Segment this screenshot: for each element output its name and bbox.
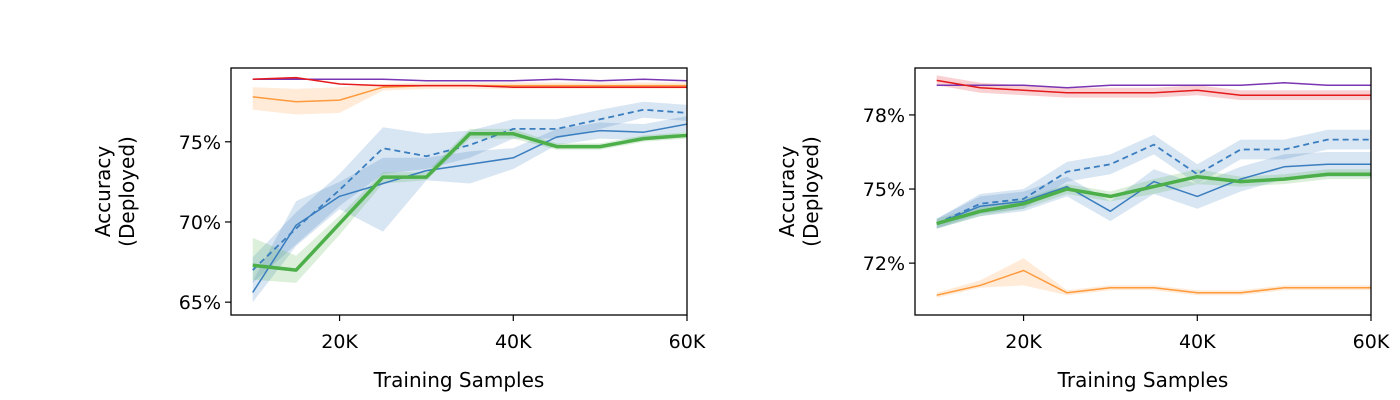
y-axis-title-line: Accuracy [775, 146, 799, 237]
y-axis-title-line: (Deployed) [115, 136, 139, 247]
series-0-band [936, 258, 1371, 298]
x-tick-label: 40K [495, 331, 532, 353]
series-4-line [936, 138, 1371, 225]
series-2-band [936, 75, 1371, 101]
series-1-line [252, 78, 687, 82]
series-2-line [936, 79, 1371, 96]
y-tick-label: 65% [179, 292, 221, 314]
series-4-band [936, 129, 1371, 229]
series-5-band [252, 128, 687, 283]
y-tick-label: 75% [863, 179, 905, 201]
series-2-line [252, 76, 687, 88]
axes-frame [230, 67, 688, 316]
x-tick-label: 60K [1353, 331, 1390, 353]
y-tick-label: 78% [863, 105, 905, 127]
series-5-band [936, 169, 1371, 229]
x-axis-title: Training Samples [373, 368, 545, 392]
series-0-line [936, 269, 1371, 296]
series-3-line [936, 163, 1371, 225]
series-0-band [252, 82, 687, 115]
x-tick-label: 60K [669, 331, 706, 353]
x-tick-label: 20K [321, 331, 358, 353]
series-5-line [252, 132, 687, 272]
plot-area [936, 75, 1371, 298]
plot-area [252, 76, 687, 303]
y-tick-label: 75% [179, 132, 221, 154]
x-axis-title: Training Samples [1057, 368, 1229, 392]
x-tick-label: 20K [1005, 331, 1042, 353]
right-chart-panel: 20K 40K 60K 72% 75% 78% Training Samples Accura… [775, 67, 1390, 392]
y-axis-title-line: Accuracy [91, 146, 115, 237]
series-3-line [252, 123, 687, 293]
series-1-line [936, 82, 1371, 89]
y-axis-title-line: (Deployed) [799, 136, 823, 247]
y-tick-label: 72% [863, 253, 905, 275]
series-3-band [936, 152, 1371, 229]
x-tick-label: 40K [1179, 331, 1216, 353]
y-axis-title: Accuracy(Deployed) [91, 136, 139, 247]
y-tick-label: 70% [179, 212, 221, 234]
y-axis-title: Accuracy(Deployed) [775, 136, 823, 247]
left-chart-panel: 20K 40K 60K 65% 70% 75% Training Samples Accura… [91, 67, 706, 392]
series-5-line [936, 172, 1371, 226]
series-3-band [252, 116, 687, 303]
series-4-band [252, 101, 687, 283]
axes-frame [914, 67, 1372, 316]
